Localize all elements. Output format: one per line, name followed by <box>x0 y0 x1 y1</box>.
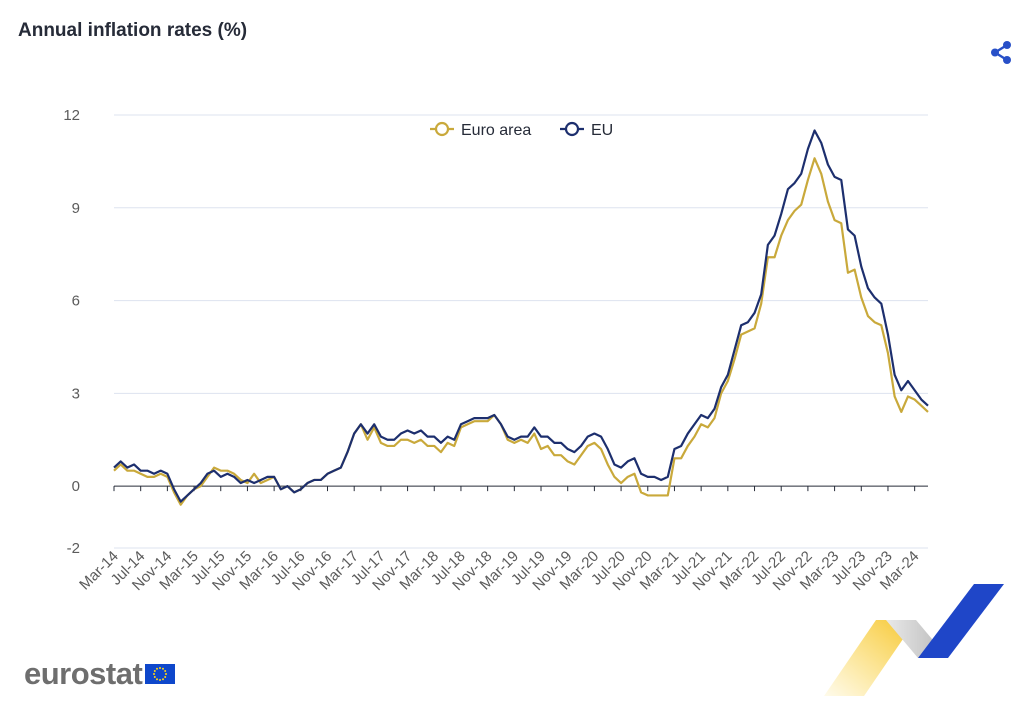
decorative-brand-shape <box>824 584 1004 696</box>
y-axis: -2 0 3 6 9 12 <box>63 107 80 557</box>
y-tick-label: -2 <box>67 540 80 557</box>
y-tick-label: 0 <box>72 478 80 495</box>
eu-flag-icon <box>145 664 176 684</box>
legend-swatch-marker <box>564 121 580 137</box>
chart-title: Annual inflation rates (%) <box>18 20 248 41</box>
legend-item-eu[interactable]: EU <box>560 121 613 139</box>
y-tick-label: 3 <box>72 385 80 402</box>
legend-item-euro-area[interactable]: Euro area <box>430 121 531 139</box>
eurostat-logo: eurostat <box>24 656 176 692</box>
share-icon <box>991 41 1011 64</box>
series-line-euro-area[interactable] <box>113 157 929 506</box>
legend-swatch-marker <box>434 121 450 137</box>
x-axis: Mar-14Jul-14Nov-14Mar-15Jul-15Nov-15Mar-… <box>76 485 928 594</box>
y-tick-label: 12 <box>63 107 80 124</box>
share-button[interactable] <box>986 38 1016 68</box>
legend[interactable]: Euro area EU <box>430 121 613 139</box>
series-lines <box>113 129 929 506</box>
series-line-eu[interactable] <box>113 129 929 503</box>
logo-text: eurostat <box>24 656 143 691</box>
y-tick-label: 9 <box>72 200 80 217</box>
y-tick-label: 6 <box>72 293 80 310</box>
legend-label: Euro area <box>461 122 531 139</box>
grid-lines <box>114 114 928 549</box>
legend-label: EU <box>591 122 613 139</box>
